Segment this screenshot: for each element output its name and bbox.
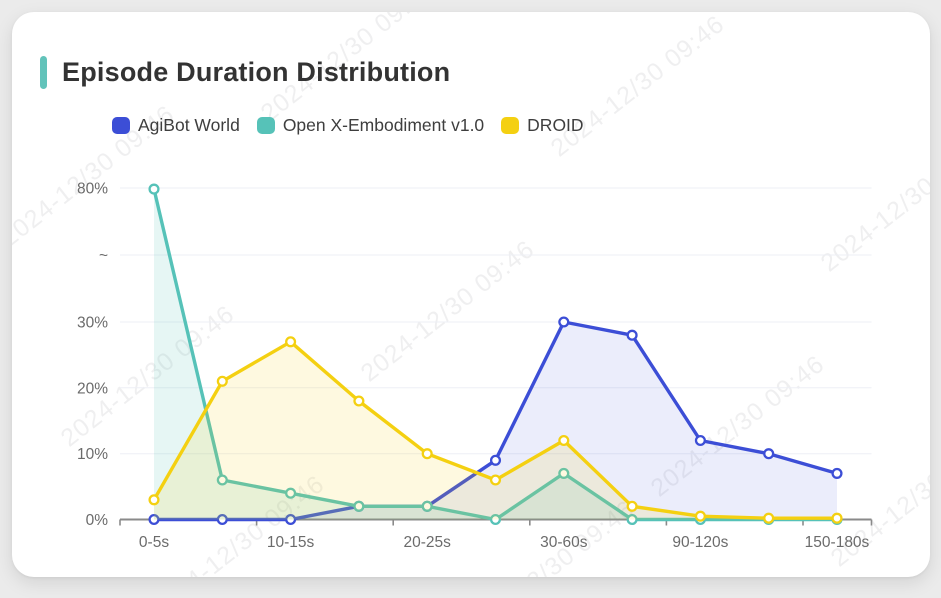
legend-label: DROID: [527, 114, 584, 135]
svg-text:20-25s: 20-25s: [403, 534, 451, 551]
title-row: Episode Duration Distribution: [40, 54, 450, 90]
series-0: [148, 316, 843, 526]
legend-label: Open X-Embodiment v1.0: [282, 114, 485, 135]
legend-item[interactable]: AgiBot World: [112, 115, 240, 136]
svg-text:30-60s: 30-60s: [540, 534, 588, 551]
y-gridlines: [120, 187, 872, 455]
svg-text:10-15s: 10-15s: [267, 534, 315, 551]
svg-text:150-180s: 150-180s: [805, 534, 870, 551]
svg-text:30%: 30%: [77, 315, 108, 332]
x-axis-labels: 0-5s 10-15s 20-25s 30-60s 90-120s 150-180s: [139, 534, 870, 551]
svg-text:10%: 10%: [77, 446, 108, 463]
y-axis-labels: 0% 10% 20% 30% ~80%: [77, 181, 108, 530]
svg-text:80%: 80%: [77, 181, 108, 198]
legend-swatch: [256, 116, 275, 134]
svg-text:0%: 0%: [86, 512, 109, 529]
title-accent-bar: [40, 55, 47, 89]
legend-item[interactable]: Open X-Embodiment v1.0: [256, 114, 485, 136]
svg-text:90-120s: 90-120s: [672, 534, 728, 551]
legend-swatch: [112, 116, 130, 134]
legend-label: AgiBot World: [138, 114, 240, 135]
legend-item[interactable]: DROID: [501, 114, 584, 136]
svg-text:0-5s: 0-5s: [139, 534, 169, 551]
svg-text:~: ~: [99, 248, 108, 265]
chart-title: Episode Duration Distribution: [62, 56, 451, 87]
legend-swatch: [501, 116, 520, 134]
series-2: [148, 336, 843, 524]
legend: AgiBot World Open X-Embodiment v1.0 DROID: [112, 113, 584, 137]
series-1: [148, 183, 843, 526]
svg-text:20%: 20%: [77, 380, 108, 397]
